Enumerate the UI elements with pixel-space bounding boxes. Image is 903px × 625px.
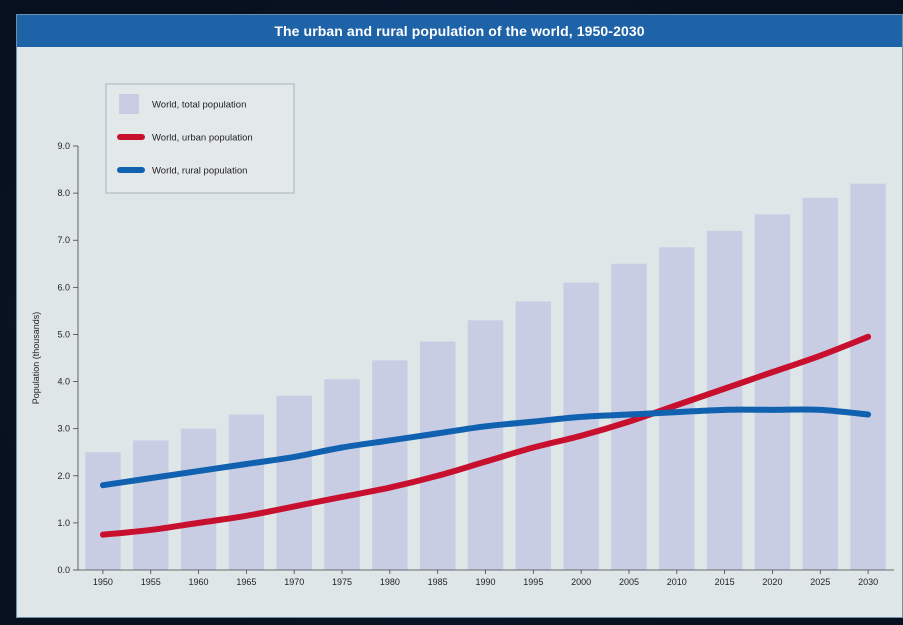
x-tick-label: 1995 bbox=[523, 577, 543, 587]
bar-total-population bbox=[180, 428, 217, 570]
bar-total-population bbox=[372, 360, 408, 570]
x-tick-label: 1965 bbox=[236, 577, 256, 587]
bar-total-population bbox=[419, 341, 456, 570]
legend-label: World, urban population bbox=[152, 133, 253, 144]
chart-panel: The urban and rural population of the wo… bbox=[16, 14, 903, 618]
bar-total-population bbox=[802, 197, 838, 571]
legend-label: World, total population bbox=[152, 100, 246, 111]
x-tick-label: 2010 bbox=[667, 577, 687, 587]
x-tick-label: 1960 bbox=[189, 577, 209, 587]
chart-title: The urban and rural population of the wo… bbox=[17, 15, 902, 47]
bar-total-population bbox=[85, 452, 121, 570]
x-tick-label: 2005 bbox=[619, 577, 639, 587]
x-tick-label: 1990 bbox=[475, 577, 495, 587]
bar-total-population bbox=[133, 440, 169, 570]
x-tick-label: 2015 bbox=[715, 577, 735, 587]
y-tick-label: 4.0 bbox=[57, 377, 70, 387]
bar-total-population bbox=[324, 379, 360, 570]
x-tick-label: 1955 bbox=[141, 577, 161, 587]
x-tick-label: 2000 bbox=[571, 577, 591, 587]
chart-svg: 0.0 1.0 2.0 3.0 4.0 5.0 6.0 7.0 8.0 9.0 Population… bbox=[31, 83, 894, 587]
x-tick-label: 1950 bbox=[93, 577, 113, 587]
y-tick-label: 3.0 bbox=[57, 424, 70, 434]
bar-total-population bbox=[563, 282, 599, 570]
y-tick-label: 0.0 bbox=[57, 565, 70, 575]
y-tick-label: 6.0 bbox=[57, 282, 70, 292]
bar-total-population bbox=[754, 214, 791, 571]
y-tick-label: 8.0 bbox=[57, 188, 70, 198]
x-tick-label: 1980 bbox=[380, 577, 400, 587]
y-tick-label: 7.0 bbox=[57, 235, 70, 245]
bar-total-population bbox=[515, 301, 552, 570]
x-tick-label: 2030 bbox=[858, 577, 878, 587]
x-tick-label: 1970 bbox=[284, 577, 304, 587]
y-tick-label: 1.0 bbox=[57, 518, 70, 528]
legend-swatch-total bbox=[119, 94, 139, 114]
bar-total-population bbox=[276, 395, 312, 570]
bar-total-population bbox=[850, 183, 886, 570]
x-tick-label: 2020 bbox=[762, 577, 782, 587]
x-tick-label: 1985 bbox=[428, 577, 448, 587]
y-tick-label: 9.0 bbox=[57, 141, 70, 151]
x-tick-label: 1975 bbox=[332, 577, 352, 587]
bar-total-population bbox=[228, 414, 265, 570]
y-tick-label: 5.0 bbox=[57, 329, 70, 339]
bar-total-population bbox=[706, 230, 743, 571]
bar-total-population bbox=[467, 320, 504, 570]
x-tick-label: 2025 bbox=[810, 577, 830, 587]
y-axis-title: Population (thousands) bbox=[31, 312, 41, 405]
y-tick-label: 2.0 bbox=[57, 471, 70, 481]
legend-label: World, rural population bbox=[152, 166, 247, 177]
